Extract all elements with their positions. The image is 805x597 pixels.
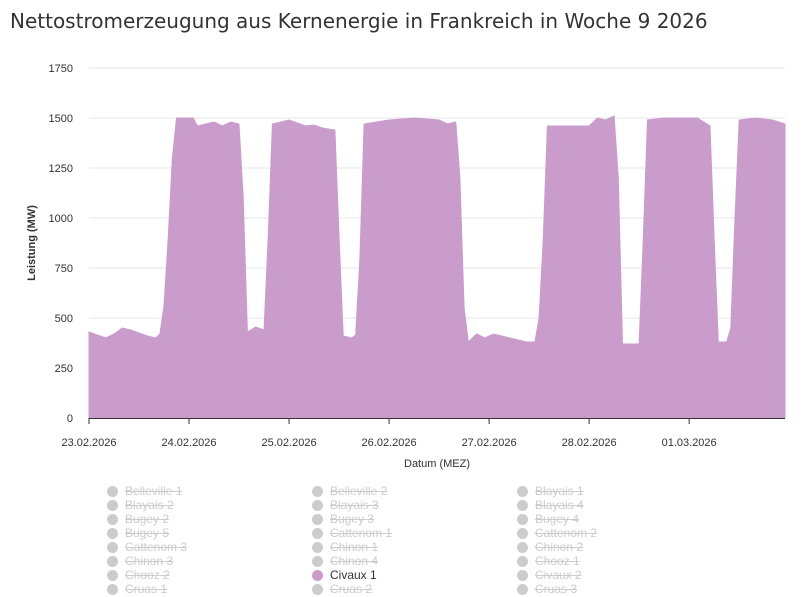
legend-marker-icon [517, 555, 528, 567]
x-tick-label: 27.02.2026 [462, 437, 517, 449]
legend-item-belleville-1[interactable]: Belleville 1 [107, 484, 182, 498]
legend-item-bugey-5[interactable]: Bugey 5 [107, 526, 169, 540]
x-tick-label: 28.02.2026 [562, 437, 617, 449]
legend-label: Chooz 1 [535, 554, 580, 568]
legend-marker-icon [312, 485, 323, 497]
legend-label: Blayais 4 [535, 498, 584, 512]
x-tick-label: 25.02.2026 [262, 437, 317, 449]
legend-marker-icon [312, 555, 323, 567]
y-tick-label: 1000 [49, 213, 73, 225]
legend-marker-icon [312, 513, 323, 525]
legend-item-blayais-3[interactable]: Blayais 3 [312, 498, 379, 512]
legend-marker-icon [517, 583, 528, 595]
legend-marker-icon [517, 513, 528, 525]
legend-label: Chinon 4 [330, 554, 379, 568]
legend-item-cruas-1[interactable]: Cruas 1 [107, 582, 167, 596]
legend-label: Chinon 1 [330, 540, 379, 554]
legend-marker-icon [517, 527, 528, 539]
x-tick-label: 26.02.2026 [362, 437, 417, 449]
legend-marker-icon [312, 569, 323, 581]
legend-marker-icon [312, 541, 323, 553]
y-axis-label: Leistung (MW) [26, 205, 38, 281]
legend-item-chooz-1[interactable]: Chooz 1 [517, 554, 580, 568]
y-tick-label: 250 [55, 363, 73, 375]
legend-item-bugey-2[interactable]: Bugey 2 [107, 512, 169, 526]
legend-marker-icon [107, 513, 118, 525]
legend-marker-icon [517, 569, 528, 581]
legend-marker-icon [312, 499, 323, 511]
chart-title: Nettostromerzeugung aus Kernenergie in F… [10, 9, 708, 33]
legend-marker-icon [107, 541, 118, 553]
legend-item-chooz-2[interactable]: Chooz 2 [107, 568, 170, 582]
legend-label: Bugey 2 [125, 512, 170, 526]
y-tick-label: 1500 [49, 113, 73, 125]
legend-item-chinon-2[interactable]: Chinon 2 [517, 540, 583, 554]
y-tick-label: 750 [55, 263, 73, 275]
legend-label: Cattenom 1 [330, 526, 393, 540]
legend-marker-icon [107, 527, 118, 539]
legend-item-cattenom-1[interactable]: Cattenom 1 [312, 526, 392, 540]
legend-label: Blayais 1 [535, 484, 584, 498]
x-tick-label: 23.02.2026 [61, 437, 116, 449]
legend-item-civaux-1[interactable]: Civaux 1 [312, 568, 377, 582]
legend-marker-icon [517, 499, 528, 511]
legend-item-belleville-2[interactable]: Belleville 2 [312, 484, 387, 498]
legend-item-blayais-1[interactable]: Blayais 1 [517, 484, 584, 498]
y-tick-label: 1750 [49, 63, 73, 75]
legend-item-bugey-4[interactable]: Bugey 4 [517, 512, 579, 526]
legend-item-chinon-1[interactable]: Chinon 1 [312, 540, 378, 554]
legend-marker-icon [517, 485, 528, 497]
legend-item-civaux-2[interactable]: Civaux 2 [517, 568, 582, 582]
legend-marker-icon [312, 583, 323, 595]
legend-marker-icon [107, 555, 118, 567]
legend-label: Bugey 5 [125, 526, 170, 540]
legend-label: Belleville 1 [125, 484, 183, 498]
legend-item-blayais-4[interactable]: Blayais 4 [517, 498, 584, 512]
y-tick-label: 0 [67, 413, 73, 425]
legend-label: Civaux 1 [330, 568, 377, 582]
legend-marker-icon [107, 485, 118, 497]
legend-marker-icon [517, 541, 528, 553]
legend-item-cruas-2[interactable]: Cruas 2 [312, 582, 372, 596]
legend-label: Chinon 3 [125, 554, 174, 568]
series-layer [88, 115, 786, 419]
legend-label: Bugey 3 [330, 512, 375, 526]
series-area-civaux-1[interactable] [88, 115, 786, 419]
legend-label: Cruas 2 [330, 582, 373, 596]
legend-label: Chooz 2 [125, 568, 170, 582]
legend-item-bugey-3[interactable]: Bugey 3 [312, 512, 374, 526]
x-tick-label: 01.03.2026 [662, 437, 717, 449]
legend-label: Blayais 3 [330, 498, 379, 512]
legend-label: Cattenom 3 [125, 540, 188, 554]
legend-item-chinon-3[interactable]: Chinon 3 [107, 554, 173, 568]
legend-item-cattenom-3[interactable]: Cattenom 3 [107, 540, 187, 554]
y-tick-label: 500 [55, 313, 73, 325]
y-tick-label: 1250 [49, 163, 73, 175]
legend-marker-icon [107, 583, 118, 595]
x-axis-label: Datum (MEZ) [404, 458, 470, 470]
legend-marker-icon [107, 499, 118, 511]
legend-label: Blayais 2 [125, 498, 174, 512]
legend-item-cattenom-2[interactable]: Cattenom 2 [517, 526, 597, 540]
x-tick-label: 24.02.2026 [161, 437, 216, 449]
legend-label: Belleville 2 [330, 484, 388, 498]
legend-marker-icon [107, 569, 118, 581]
legend-label: Bugey 4 [535, 512, 580, 526]
legend-item-chinon-4[interactable]: Chinon 4 [312, 554, 378, 568]
legend-label: Chinon 2 [535, 540, 584, 554]
legend-label: Cattenom 2 [535, 526, 598, 540]
legend-label: Cruas 3 [535, 582, 578, 596]
legend-label: Civaux 2 [535, 568, 582, 582]
legend-item-blayais-2[interactable]: Blayais 2 [107, 498, 174, 512]
axes: 0 250 500 750 1000 1250 1500 1750 23.02.2026 24.0… [49, 63, 785, 449]
legend-marker-icon [312, 527, 323, 539]
legend-item-cruas-3[interactable]: Cruas 3 [517, 582, 577, 596]
legend-label: Cruas 1 [125, 582, 168, 596]
